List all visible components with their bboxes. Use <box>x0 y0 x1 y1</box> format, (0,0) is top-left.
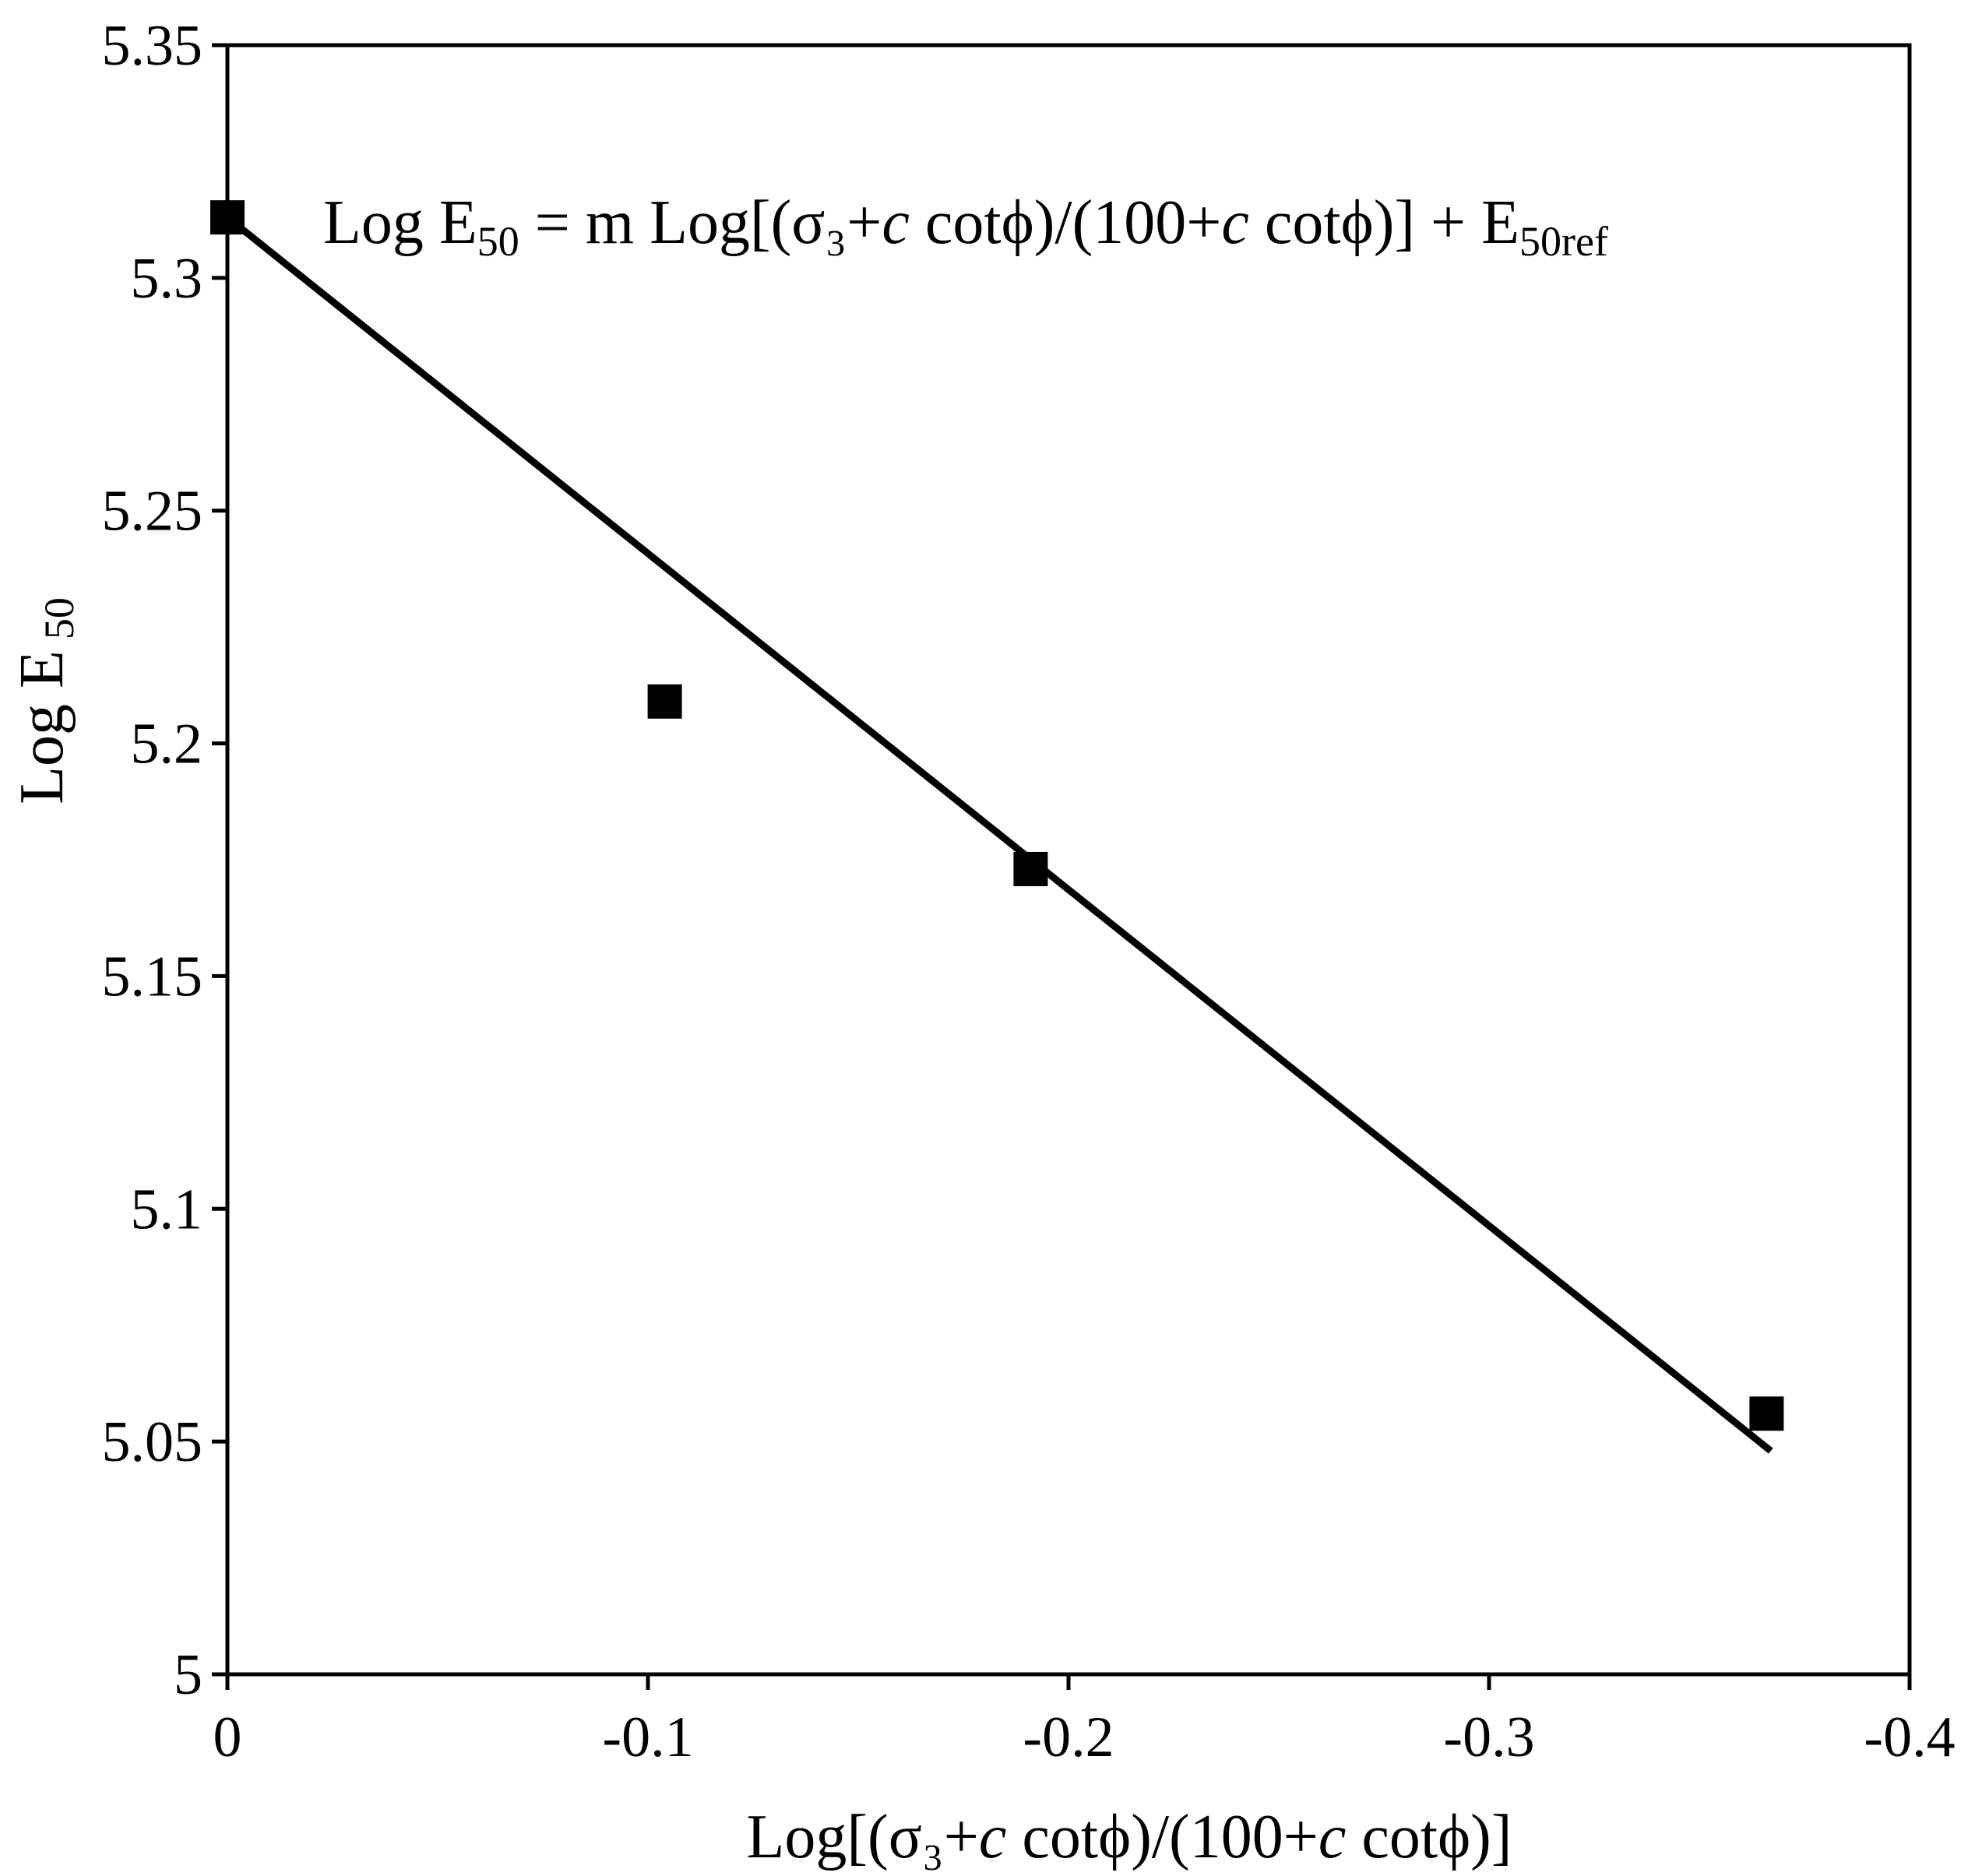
italic-variable: c <box>979 1803 1007 1871</box>
y-axis-label: Log E 50 <box>8 597 83 804</box>
y-tick-label: 5.3 <box>131 247 203 311</box>
text-segment: Log[(σ₃+ <box>747 1803 979 1871</box>
text-segment: cotϕ)/(100+ <box>910 188 1221 257</box>
italic-variable: c <box>1318 1803 1347 1871</box>
trend-line-group <box>225 214 1773 1454</box>
equation-annotation: Log E50 = m Log[(σ₃+c cotϕ)/(100+c cotϕ)… <box>323 188 1608 265</box>
x-tick-label: -0.4 <box>1864 1705 1955 1769</box>
data-point <box>1749 1396 1784 1431</box>
y-tick-label: 5 <box>174 1643 202 1707</box>
x-axis-ticks: 0 -0.1 -0.2 -0.3 -0.4 <box>213 1674 1956 1769</box>
y-axis-label-subscript: 50 <box>36 597 83 639</box>
data-point <box>647 684 682 719</box>
y-tick-label: 5.25 <box>102 480 203 544</box>
y-tick-label: 5.35 <box>102 14 203 78</box>
x-tick-label: -0.1 <box>602 1705 693 1769</box>
plot-area-frame <box>225 43 1912 1677</box>
data-point <box>210 200 245 235</box>
y-axis-ticks: 5 5.05 5.1 5.15 5.2 5.25 5.3 5.35 <box>102 14 227 1707</box>
text-segment: Log E <box>323 188 477 257</box>
y-tick-label: 5.2 <box>131 713 203 776</box>
text-segment: cotϕ)/(100+ <box>1006 1803 1318 1871</box>
x-tick-label: 0 <box>213 1705 242 1769</box>
italic-variable: c <box>882 188 910 257</box>
x-tick-label: -0.3 <box>1443 1705 1534 1769</box>
y-tick-label: 5.05 <box>102 1410 203 1474</box>
text-segment: cotϕ)] + E <box>1249 188 1519 257</box>
x-tick-label: -0.2 <box>1023 1705 1114 1769</box>
y-axis-label-main: Log E <box>8 650 76 804</box>
text-segment: cotϕ)] <box>1346 1803 1512 1871</box>
subscript-text: 50ref <box>1519 218 1608 265</box>
y-tick-label: 5.15 <box>102 945 203 1008</box>
italic-variable: c <box>1221 188 1249 257</box>
data-points <box>210 200 1784 1431</box>
text-segment: = m Log[(σ₃+ <box>519 188 882 257</box>
y-tick-label: 5.1 <box>131 1177 203 1241</box>
subscript-text: 50 <box>477 218 519 265</box>
trend-line <box>225 214 1773 1454</box>
data-point <box>1013 851 1048 886</box>
x-axis-label: Log[(σ₃+c cotϕ)/(100+c cotϕ)] <box>747 1803 1512 1871</box>
